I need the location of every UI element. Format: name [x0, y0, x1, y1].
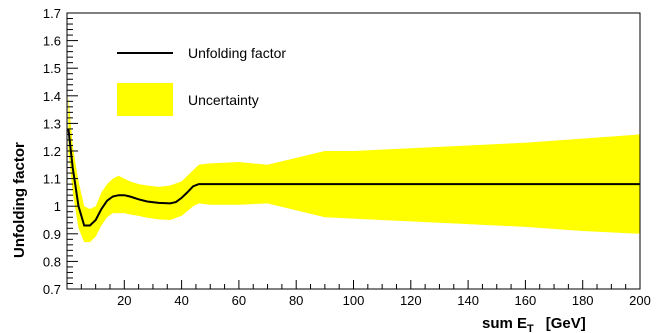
x-tick-label: 120	[400, 293, 422, 308]
x-tick-label: 40	[174, 293, 188, 308]
uncertainty-band-layer	[68, 95, 640, 243]
x-tick-label: 20	[117, 293, 131, 308]
y-tick-label: 0.9	[43, 227, 61, 242]
y-tick-label: 0.8	[43, 254, 61, 269]
y-tick-label: 1.5	[43, 61, 61, 76]
unfolding-factor-line	[67, 128, 640, 227]
x-tick-label: 140	[457, 293, 479, 308]
y-tick-label: 1	[54, 199, 61, 214]
x-axis-title-main: sum E	[482, 315, 527, 332]
x-tick-label: 180	[572, 293, 594, 308]
axis-ticks	[66, 12, 641, 290]
legend-label-uncertainty: Uncertainty	[188, 92, 259, 108]
x-tick-label: 200	[629, 293, 651, 308]
y-tick-label: 1.3	[43, 116, 61, 131]
legend-label-unfolding-factor: Unfolding factor	[188, 45, 286, 61]
x-axis-title: sum ET [GeV]	[482, 315, 586, 333]
y-tick-label: 1.4	[43, 89, 61, 104]
x-tick-label: 60	[232, 293, 246, 308]
uncertainty-band	[68, 95, 640, 243]
x-tick-label: 80	[289, 293, 303, 308]
y-tick-label: 1.6	[43, 34, 61, 49]
x-axis-title-unit: [GeV]	[546, 315, 586, 332]
y-tick-label: 1.7	[43, 6, 61, 21]
x-tick-label: 160	[515, 293, 537, 308]
legend-band-swatch	[117, 83, 173, 116]
y-axis-title: Unfolding factor	[11, 142, 28, 258]
axis-tick-labels: 20 40 60 80 100 120 140 160 180 200 0.7 0.8 0.9 1 1.1 1…	[43, 6, 651, 308]
y-tick-label: 0.7	[43, 282, 61, 297]
x-axis-title-subscript: T	[527, 323, 534, 333]
unfolding-factor-line-layer	[67, 128, 640, 227]
y-tick-label: 1.2	[43, 144, 61, 159]
y-tick-label: 1.1	[43, 172, 61, 187]
legend: Unfolding factor Uncertainty	[117, 45, 286, 116]
x-tick-label: 100	[343, 293, 365, 308]
